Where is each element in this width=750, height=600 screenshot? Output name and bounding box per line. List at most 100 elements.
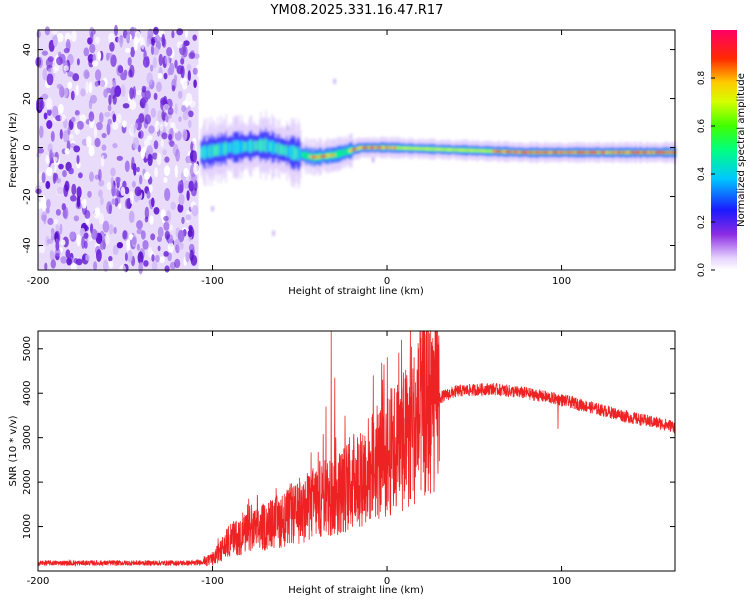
ridge-peak — [363, 146, 366, 149]
ridge-peak — [509, 150, 511, 154]
ridge-peak — [543, 151, 546, 154]
ridge-peak — [490, 149, 492, 153]
ridge-peak — [623, 151, 625, 154]
ridge-peak — [527, 151, 529, 154]
spectrogram-y-tick-label: 0 — [22, 144, 33, 150]
ridge-peak — [462, 148, 464, 152]
ridge-core — [252, 141, 255, 151]
ridge-core — [258, 139, 261, 152]
noise-blob — [65, 39, 71, 52]
noise-blob — [71, 183, 77, 196]
noise-blob — [182, 77, 188, 90]
ridge-peak — [558, 151, 560, 154]
ridge-peak — [640, 151, 642, 154]
noise-blob — [153, 92, 158, 100]
ridge-peak — [451, 148, 454, 152]
ridge-peak — [668, 151, 670, 154]
ridge-peak — [546, 151, 549, 154]
spectrogram-y-tick-label: -20 — [22, 188, 33, 204]
ridge-peak — [607, 151, 610, 154]
ridge-peak — [408, 147, 411, 150]
noise-blob — [93, 125, 98, 138]
ridge-peak — [596, 151, 598, 154]
ridge-peak — [563, 151, 566, 154]
ridge-peak — [365, 146, 368, 149]
colorbar-tick-label: 0.0 — [697, 263, 707, 278]
noise-blob — [183, 180, 190, 189]
ridge-peak — [542, 151, 545, 154]
ridge-peak — [567, 151, 570, 154]
ridge-peak — [465, 149, 467, 152]
noise-blob — [106, 182, 113, 190]
ridge-peak — [672, 151, 675, 154]
ridge-core — [243, 141, 245, 152]
ridge-core — [251, 141, 254, 151]
noise-blob — [59, 223, 63, 235]
noise-blob — [161, 132, 168, 140]
noise-blob — [149, 64, 154, 72]
ridge-peak — [396, 146, 398, 150]
noise-blob — [103, 259, 109, 272]
ridge-peak — [606, 151, 609, 154]
ridge-core — [216, 144, 218, 156]
noise-blob — [138, 113, 145, 124]
ridge-core — [307, 152, 309, 160]
ridge-peak — [622, 151, 624, 154]
ridge-peak — [599, 151, 601, 154]
ridge-peak — [398, 146, 400, 150]
ridge-peak — [568, 151, 571, 154]
noise-blob — [52, 172, 57, 184]
ridge-core — [270, 141, 273, 152]
ridge-core — [206, 147, 209, 157]
noise-blob — [98, 189, 103, 198]
noise-blob — [43, 112, 48, 120]
noise-blob — [181, 216, 185, 225]
ridge-core — [241, 139, 243, 154]
noise-blob — [46, 97, 53, 111]
ridge-core — [238, 140, 240, 154]
ridge-speck — [211, 205, 215, 212]
ridge-peak — [424, 147, 426, 151]
ridge-peak — [507, 150, 509, 154]
ridge-peak — [366, 146, 369, 149]
ridge-peak — [530, 151, 532, 154]
noise-blob — [136, 243, 140, 251]
noise-blob — [163, 165, 171, 177]
snr-x-ticks: -200 -100 0 100 — [27, 331, 571, 587]
ridge-core — [235, 140, 238, 155]
ridge-peak — [445, 148, 447, 151]
noise-blob — [151, 261, 158, 271]
noise-blob — [47, 56, 54, 63]
noise-blob — [144, 206, 150, 220]
ridge-peak — [387, 146, 390, 149]
ridge-core — [253, 140, 256, 152]
noise-blob — [193, 79, 197, 88]
ridge-peak — [550, 151, 552, 154]
ridge-core — [267, 139, 269, 152]
noise-blob — [61, 203, 66, 211]
ridge-peak — [664, 151, 666, 154]
noise-blob — [141, 85, 147, 93]
noise-blob — [144, 102, 149, 115]
ridge-peak — [422, 147, 424, 151]
ridge-peak — [487, 149, 489, 153]
ridge-core — [255, 141, 258, 151]
noise-blob — [66, 257, 72, 266]
ridge-peak — [456, 148, 459, 152]
ridge-peak — [379, 146, 381, 149]
ridge-peak — [653, 151, 656, 154]
noise-blob — [54, 230, 61, 244]
ridge-core — [273, 141, 276, 154]
noise-blob — [108, 224, 114, 235]
noise-blob — [151, 152, 158, 160]
noise-blob — [46, 199, 51, 209]
ridge-core — [271, 139, 274, 155]
ridge-peak — [545, 151, 548, 154]
noise-blob — [141, 230, 146, 240]
noise-blob — [71, 116, 76, 123]
noise-blob — [56, 83, 63, 89]
noise-blob — [127, 57, 132, 66]
snr-y-tick-label: 2000 — [22, 469, 33, 494]
noise-blob — [86, 136, 92, 147]
noise-blob — [100, 154, 105, 168]
